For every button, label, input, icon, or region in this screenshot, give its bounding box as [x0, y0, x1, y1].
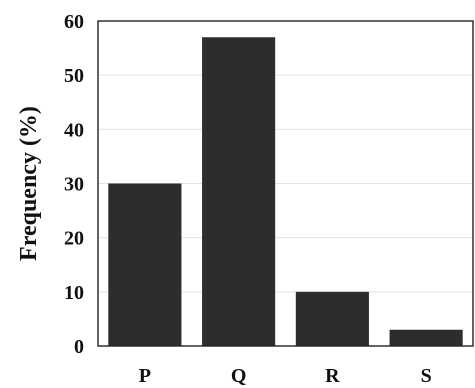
- y-tick-label-60: 60: [64, 11, 84, 33]
- y-tick-label-40: 40: [64, 119, 84, 141]
- y-tick-label-50: 50: [64, 65, 84, 87]
- y-tick-label-30: 30: [64, 174, 84, 196]
- bar-Q: [202, 37, 276, 346]
- y-tick-labels: 0 10 20 30 40 50 60: [64, 11, 84, 358]
- x-tick-labels: P Q R S: [139, 365, 432, 387]
- bar-S: [389, 329, 463, 346]
- bar-R: [295, 291, 369, 346]
- x-tick-label-R: R: [325, 365, 340, 387]
- bar-P: [108, 183, 182, 346]
- x-tick-label-S: S: [421, 365, 432, 387]
- bars: [108, 37, 463, 346]
- plot-frame: [97, 20, 474, 347]
- x-tick-label-P: P: [139, 365, 151, 387]
- x-tick-label-Q: Q: [231, 365, 247, 387]
- y-tick-label-0: 0: [74, 336, 84, 358]
- y-tick-label-10: 10: [64, 282, 84, 304]
- y-tick-label-20: 20: [64, 228, 84, 250]
- y-axis-title: Frequency (%): [16, 106, 42, 261]
